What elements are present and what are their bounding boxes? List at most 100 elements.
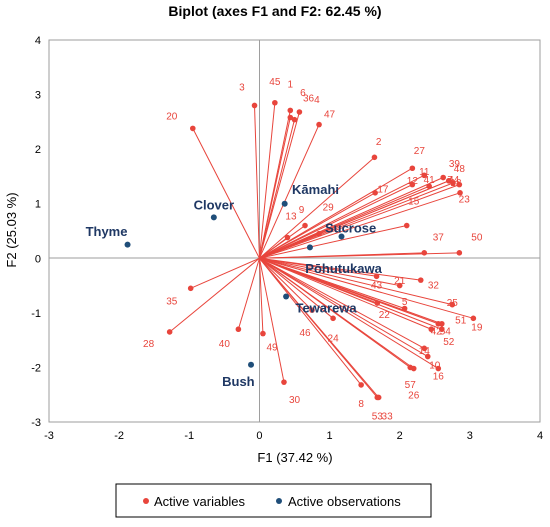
variable-label: 10: [429, 361, 441, 372]
observation-point: [306, 244, 313, 251]
variable-vector: [169, 257, 260, 333]
variable-point: [421, 172, 428, 179]
observation-point: [124, 241, 131, 248]
y-tick-label: -2: [31, 362, 41, 374]
variable-label: 36: [303, 93, 315, 104]
variable-point: [446, 177, 452, 184]
variable-vector: [192, 128, 260, 259]
variable-label: 18: [450, 178, 462, 189]
variable-point: [470, 315, 477, 322]
chart-title: Biplot (axes F1 and F2: 62.45 %): [168, 3, 381, 19]
variable-point: [421, 250, 428, 256]
variable-vector: [259, 156, 375, 259]
variable-vector: [259, 225, 306, 259]
observation-points: Thyme Clover Kāmahi Sucrose Pōhutukawa Teware…: [86, 182, 383, 389]
legend-variables-marker: [143, 498, 149, 504]
variable-point: [435, 320, 442, 327]
y-tick-label: -1: [31, 308, 41, 320]
variable-label: 28: [143, 339, 155, 350]
variable-point: [187, 285, 194, 292]
y-tick-labels: -3 -2 -1 0 1 2 3 4: [31, 35, 41, 429]
y-tick-label: 0: [35, 253, 41, 265]
variable-label: 45: [269, 77, 281, 88]
variable-label: 8: [358, 399, 364, 410]
variable-vector: [258, 258, 285, 383]
x-axis-label: F1 (37.42 %): [257, 450, 332, 465]
variable-point: [302, 222, 308, 229]
legend-observations-marker: [276, 498, 282, 504]
variable-point: [291, 116, 298, 123]
variable-point: [456, 181, 463, 188]
variable-vector: [258, 102, 276, 259]
x-tick-label: -2: [114, 430, 124, 442]
variable-point: [426, 183, 432, 190]
variable-label: 14: [419, 346, 431, 357]
variable-point: [456, 250, 463, 256]
variable-label: 9: [299, 205, 305, 216]
x-tick-label: 0: [256, 430, 262, 442]
variable-label: 47: [324, 110, 336, 121]
variable-label: 35: [166, 296, 178, 307]
variable-vector: [258, 258, 264, 334]
variable-label: 50: [471, 232, 483, 243]
variable-vector: [237, 258, 260, 330]
variable-vector: [259, 257, 334, 319]
variable-vector: [259, 192, 461, 259]
y-tick-label: 4: [35, 35, 41, 47]
x-tick-label: 4: [537, 430, 543, 442]
legend-box: [115, 483, 432, 518]
variable-point: [424, 353, 431, 360]
variable-point: [316, 121, 322, 128]
plot-area: [48, 39, 541, 423]
variable-point: [235, 326, 242, 333]
y-tick-label: 2: [35, 144, 41, 156]
variable-label: 29: [323, 202, 335, 213]
y-tick-label: 1: [35, 199, 41, 211]
variable-label: 21: [394, 276, 406, 287]
variable-point: [428, 326, 435, 333]
variable-vector: [259, 257, 362, 386]
variable-point: [296, 109, 303, 115]
variable-label: 7: [447, 175, 453, 186]
y-tick-label: 3: [35, 90, 41, 102]
variable-vector: [259, 257, 439, 325]
variable-label: 2: [376, 137, 382, 148]
variable-point: [373, 273, 380, 280]
variable-label: 37: [433, 232, 445, 243]
x-tick-label: 1: [327, 430, 333, 442]
observation-point: [281, 200, 288, 207]
variable-point: [371, 154, 378, 161]
variable-vector: [259, 257, 377, 277]
variable-label: 44: [448, 175, 460, 186]
variable-point: [287, 107, 294, 114]
observation-label: Sucrose: [325, 220, 376, 235]
variable-vector: [259, 257, 313, 311]
observation-point: [248, 361, 255, 368]
observation-label: Thyme: [86, 224, 128, 239]
variable-vector: [259, 184, 413, 259]
observation-label: Clover: [194, 197, 234, 212]
variable-label: 24: [328, 333, 340, 344]
variable-vector: [254, 105, 260, 259]
variable-point: [189, 125, 196, 132]
variable-label: 42: [431, 326, 443, 337]
variable-point: [407, 364, 414, 371]
observation-label: Bush: [222, 374, 255, 389]
variable-vector: [259, 257, 425, 349]
variable-vector: [259, 257, 411, 368]
variable-label: 54: [440, 326, 452, 337]
variable-point: [374, 394, 381, 401]
variable-point: [450, 180, 456, 186]
variable-label: 51: [455, 315, 467, 326]
variable-labels: 1234568111213141516171819202223242526272…: [143, 77, 483, 423]
variable-label: 20: [166, 111, 178, 122]
variable-vectors: [166, 99, 477, 401]
variable-vector: [258, 124, 320, 259]
observation-label: Tewarewa: [295, 300, 357, 315]
variable-vector: [259, 225, 407, 259]
variable-label: 25: [447, 298, 459, 309]
x-tick-label: -1: [184, 430, 194, 442]
variable-label: 13: [285, 212, 297, 223]
variable-point: [409, 181, 416, 188]
variable-point: [281, 379, 287, 385]
